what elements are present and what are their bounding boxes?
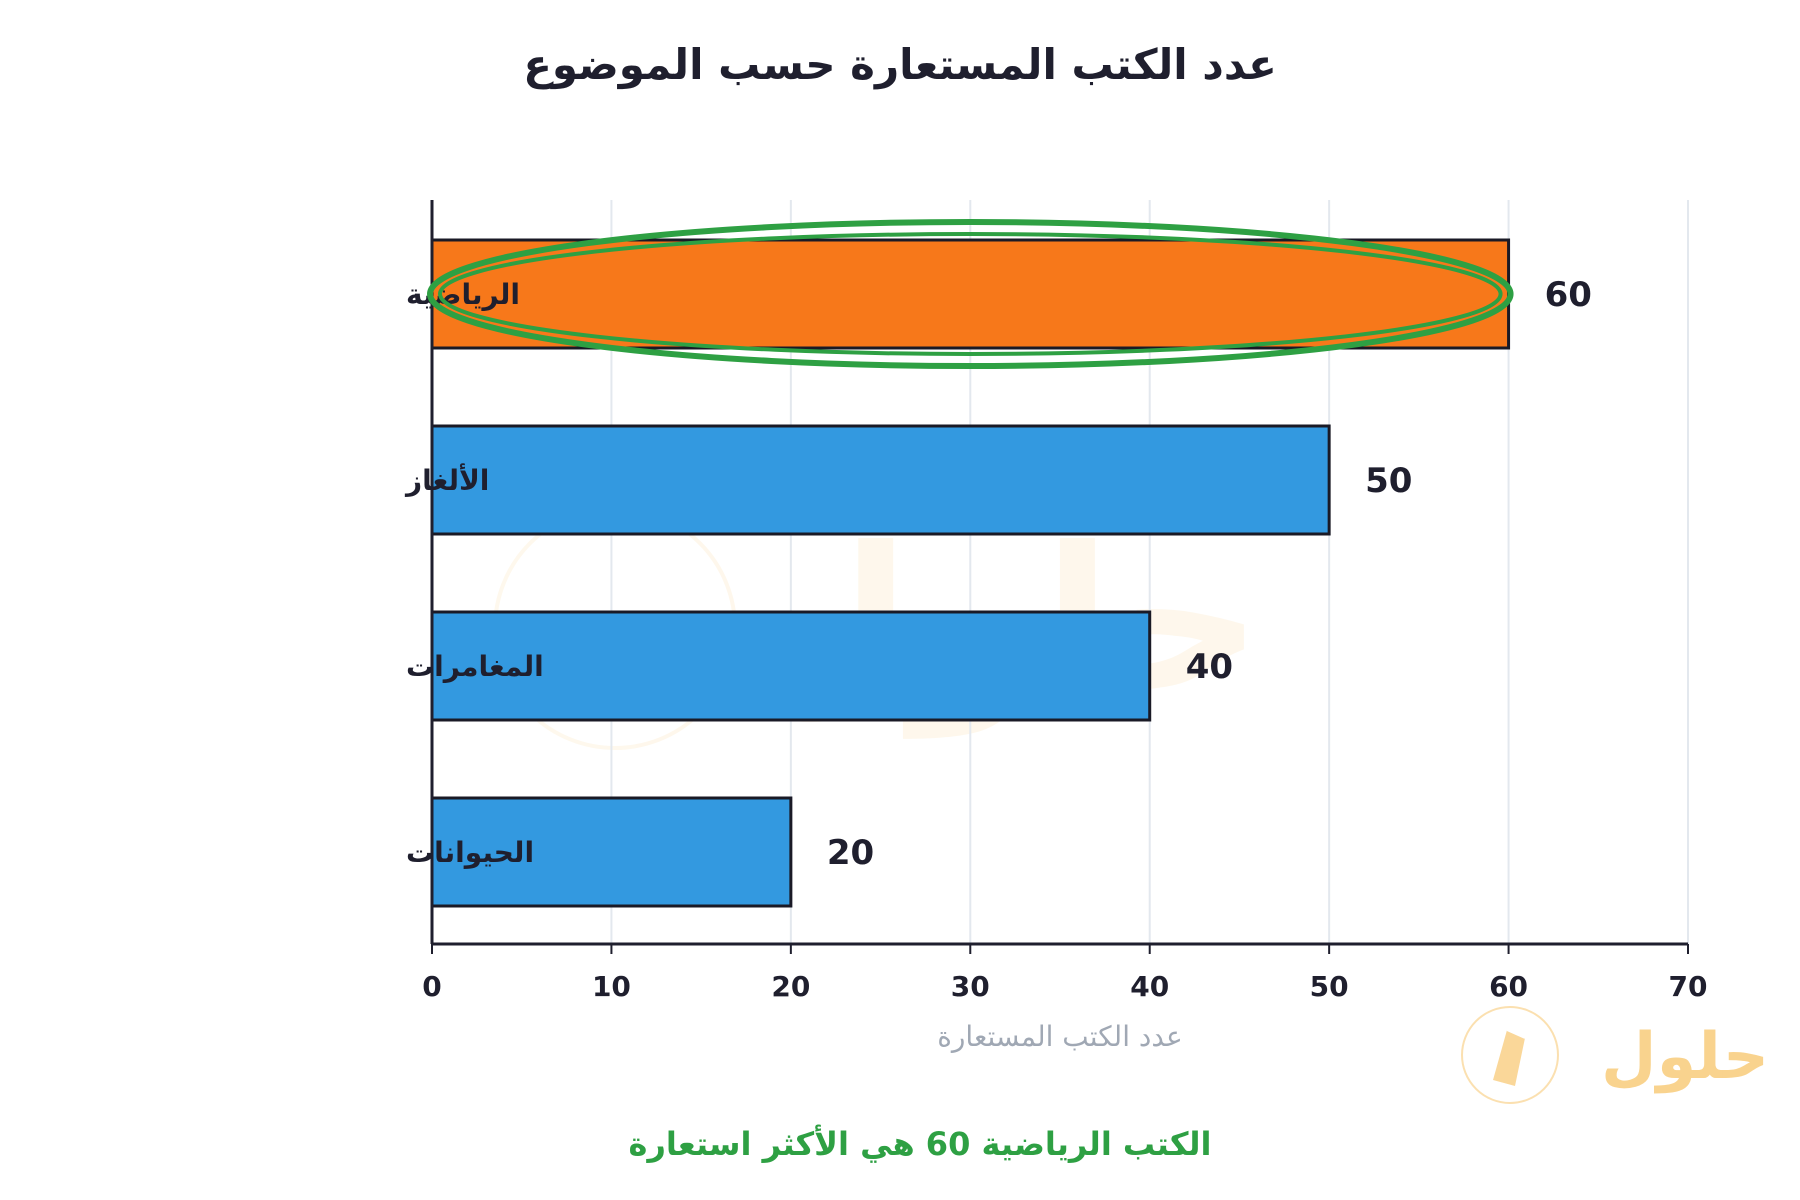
book-icon xyxy=(1493,1029,1526,1086)
x-tick-label: 30 xyxy=(951,970,990,1003)
x-tick-label: 0 xyxy=(422,970,441,1003)
highlight xyxy=(427,219,1514,369)
category-label: الحيوانات xyxy=(406,836,534,869)
x-tick-label: 70 xyxy=(1669,970,1708,1003)
x-tick-label: 10 xyxy=(592,970,631,1003)
highlight-ring xyxy=(427,219,1514,369)
x-tick-label: 40 xyxy=(1130,970,1169,1003)
annotation-note: الكتب الرياضية 60 هي الأكثر استعارة xyxy=(628,1125,1212,1163)
bar-1 xyxy=(430,238,1511,350)
value-label: 40 xyxy=(1186,647,1233,687)
chart-title: عدد الكتب المستعارة حسب الموضوع xyxy=(523,40,1277,89)
category-label: الألغاز xyxy=(404,463,489,497)
x-tick-label: 20 xyxy=(771,970,810,1003)
watermark-text: حلول xyxy=(1601,1020,1769,1094)
bar-2 xyxy=(430,424,1331,536)
highlight-ring-inner xyxy=(438,232,1503,356)
bars xyxy=(430,238,1511,908)
x-tick-label: 50 xyxy=(1310,970,1349,1003)
x-tick-label: 60 xyxy=(1489,970,1528,1003)
watermark-logo: حلول xyxy=(1461,1006,1769,1104)
value-label: 50 xyxy=(1365,461,1412,501)
labels: 0 10 20 30 40 50 60 70 الرياضية 60 الألغاز 50 المغام… xyxy=(404,275,1707,1003)
category-label: الرياضية xyxy=(406,278,520,311)
axes xyxy=(430,200,1689,954)
value-label: 20 xyxy=(827,833,874,873)
value-label: 60 xyxy=(1545,275,1592,315)
category-label: المغامرات xyxy=(406,650,544,683)
x-axis-title: عدد الكتب المستعارة xyxy=(937,1020,1183,1053)
